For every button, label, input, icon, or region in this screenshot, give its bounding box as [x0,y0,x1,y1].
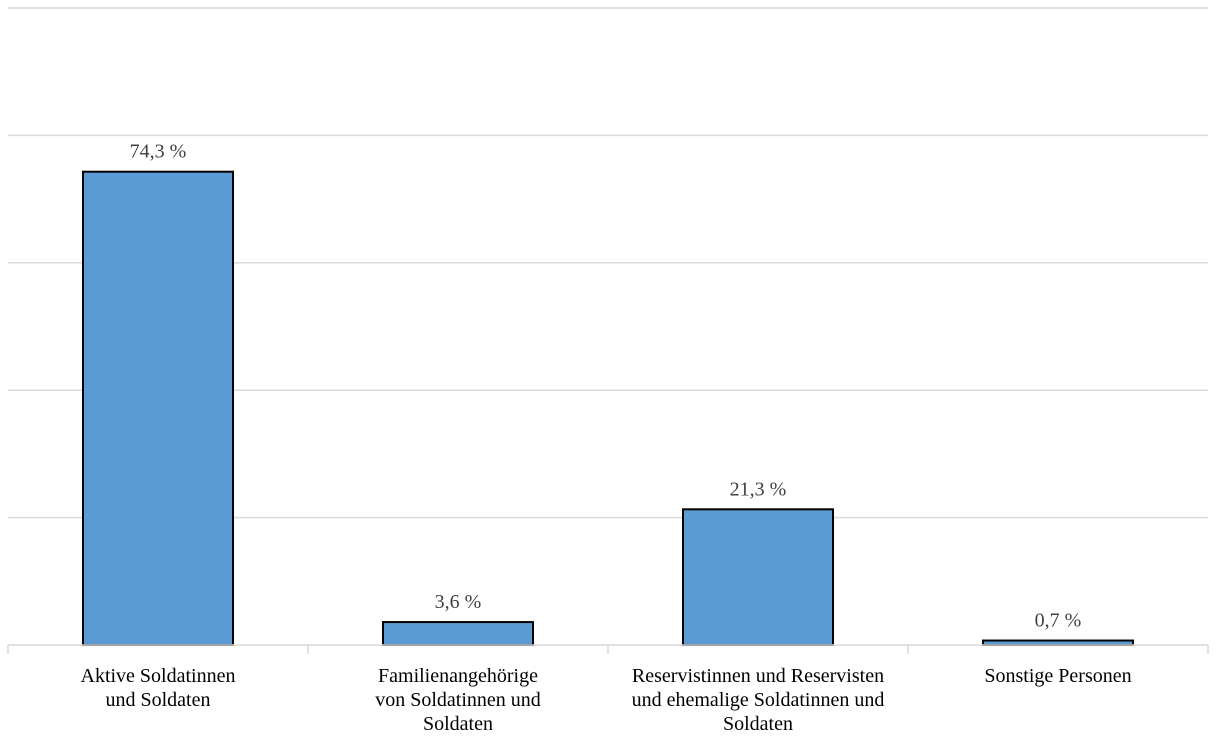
category-label-line: Sonstige Personen [984,665,1131,687]
bars [82,170,1134,647]
x-axis [7,644,1209,654]
category-label-line: Reservistinnen und Reservisten [632,665,884,687]
category-label-line: und ehemalige Soldatinnen und [632,689,885,711]
category-label-line: Soldaten [723,713,793,735]
category-label-line: von Soldatinnen und [375,689,541,711]
category-label: Familienangehörige von Soldatinnen und Sol… [375,665,541,735]
category-label: Sonstige Personen [984,665,1131,687]
category-label: Aktive Soldatinnen und Soldaten [81,665,236,711]
bar [82,170,234,646]
data-labels: 74,3 % 3,6 % 21,3 % 0,7 % [130,141,1082,632]
bar [382,621,534,646]
category-label-line: Familienangehörige [378,665,538,687]
category-label: Reservistinnen und Reservisten und ehemal… [632,665,885,735]
data-label: 3,6 % [435,591,482,613]
category-label-line: Soldaten [423,713,493,735]
data-label: 74,3 % [130,141,187,163]
bar [682,508,834,646]
category-labels: Aktive Soldatinnen und Soldaten Familienan… [81,665,1132,735]
data-label: 21,3 % [730,478,787,500]
category-label-line: Aktive Soldatinnen [81,665,236,687]
data-label: 0,7 % [1035,610,1082,632]
category-label-line: und Soldaten [106,689,211,711]
